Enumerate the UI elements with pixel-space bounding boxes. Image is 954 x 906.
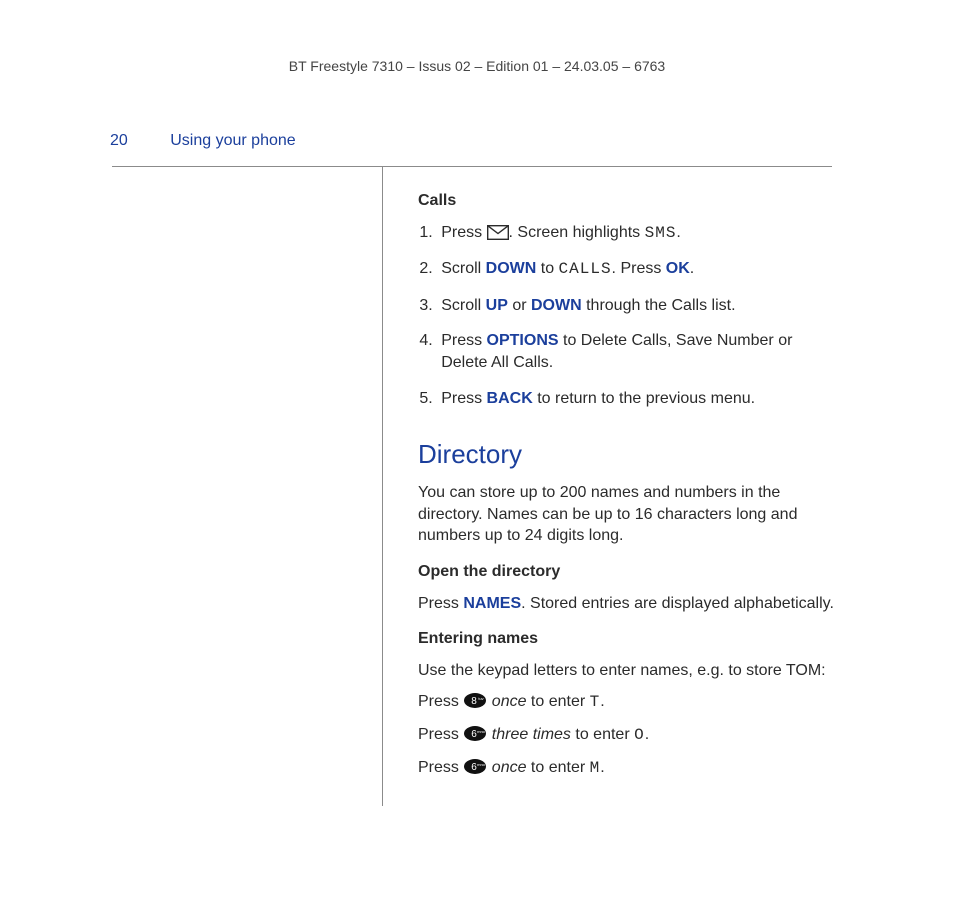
svg-text:mno: mno <box>477 729 486 734</box>
open-directory-heading: Open the directory <box>418 561 838 583</box>
lcd-letter: M <box>590 759 601 777</box>
text: Press <box>418 693 463 710</box>
lcd-text: SMS <box>645 224 677 242</box>
calls-heading: Calls <box>418 190 838 212</box>
keyword-up: UP <box>486 297 508 314</box>
keyword-names: NAMES <box>463 595 521 612</box>
vertical-divider <box>382 166 383 806</box>
header-text: BT Freestyle 7310 – Issus 02 – Edition 0… <box>289 58 665 74</box>
open-directory-line: Press NAMES. Stored entries are displaye… <box>418 593 838 615</box>
text: to enter <box>526 693 589 710</box>
lcd-letter: T <box>590 693 601 711</box>
text: through the Calls list. <box>582 297 736 314</box>
document-header: BT Freestyle 7310 – Issus 02 – Edition 0… <box>0 58 954 74</box>
keyword-down: DOWN <box>531 297 582 314</box>
text: . Screen highlights <box>509 224 645 241</box>
calls-step-2: Scroll DOWN to CALLS. Press OK. <box>437 258 838 281</box>
svg-text:8: 8 <box>472 696 478 707</box>
press-times: three times <box>487 726 571 743</box>
svg-text:tuv: tuv <box>479 696 484 701</box>
keypad-6-icon: 6mno <box>463 725 487 742</box>
key-line-3: Press 6mno once to enter M. <box>418 757 838 780</box>
text: . <box>645 726 649 743</box>
text: Press <box>441 390 486 407</box>
horizontal-divider <box>112 166 832 167</box>
text: . <box>600 759 604 776</box>
text: to <box>536 260 558 277</box>
text: Scroll <box>441 297 485 314</box>
lcd-text: CALLS <box>559 260 612 278</box>
text: Press <box>441 332 486 349</box>
text: . <box>690 260 694 277</box>
lcd-letter: O <box>634 726 645 744</box>
press-times: once <box>487 693 526 710</box>
calls-step-4: Press OPTIONS to Delete Calls, Save Numb… <box>437 330 838 373</box>
calls-step-3: Scroll UP or DOWN through the Calls list… <box>437 295 838 317</box>
svg-text:mno: mno <box>477 762 486 767</box>
keyword-down: DOWN <box>486 260 537 277</box>
text: Press <box>418 759 463 776</box>
envelope-icon <box>487 225 509 240</box>
text: to enter <box>571 726 634 743</box>
directory-title: Directory <box>418 437 838 472</box>
text: to return to the previous menu. <box>533 390 755 407</box>
keyword-back: BACK <box>487 390 533 407</box>
text: Scroll <box>441 260 485 277</box>
main-content: Calls Press . Screen highlights SMS. Scr… <box>418 190 838 789</box>
text: to enter <box>526 759 589 776</box>
page-number: 20 <box>110 132 128 150</box>
calls-steps: Press . Screen highlights SMS. Scroll DO… <box>418 222 838 410</box>
keyword-options: OPTIONS <box>487 332 559 349</box>
text: . <box>676 224 680 241</box>
text: . Stored entries are displayed alphabeti… <box>521 595 834 612</box>
text: . <box>600 693 604 710</box>
text: Press <box>418 726 463 743</box>
keyword-ok: OK <box>666 260 690 277</box>
press-times: once <box>487 759 526 776</box>
text: Press <box>418 595 463 612</box>
page-header: 20 Using your phone <box>110 132 296 150</box>
section-name: Using your phone <box>170 132 295 150</box>
text: or <box>508 297 531 314</box>
calls-step-1: Press . Screen highlights SMS. <box>437 222 838 245</box>
text: . Press <box>612 260 666 277</box>
keypad-6-icon: 6mno <box>463 758 487 775</box>
keypad-8-icon: 8tuv <box>463 692 487 709</box>
calls-step-5: Press BACK to return to the previous men… <box>437 388 838 410</box>
entering-names-heading: Entering names <box>418 628 838 650</box>
key-line-1: Press 8tuv once to enter T. <box>418 691 838 714</box>
key-line-2: Press 6mno three times to enter O. <box>418 724 838 747</box>
directory-intro: You can store up to 200 names and number… <box>418 482 838 547</box>
entering-names-intro: Use the keypad letters to enter names, e… <box>418 660 838 682</box>
text: Press <box>441 224 486 241</box>
